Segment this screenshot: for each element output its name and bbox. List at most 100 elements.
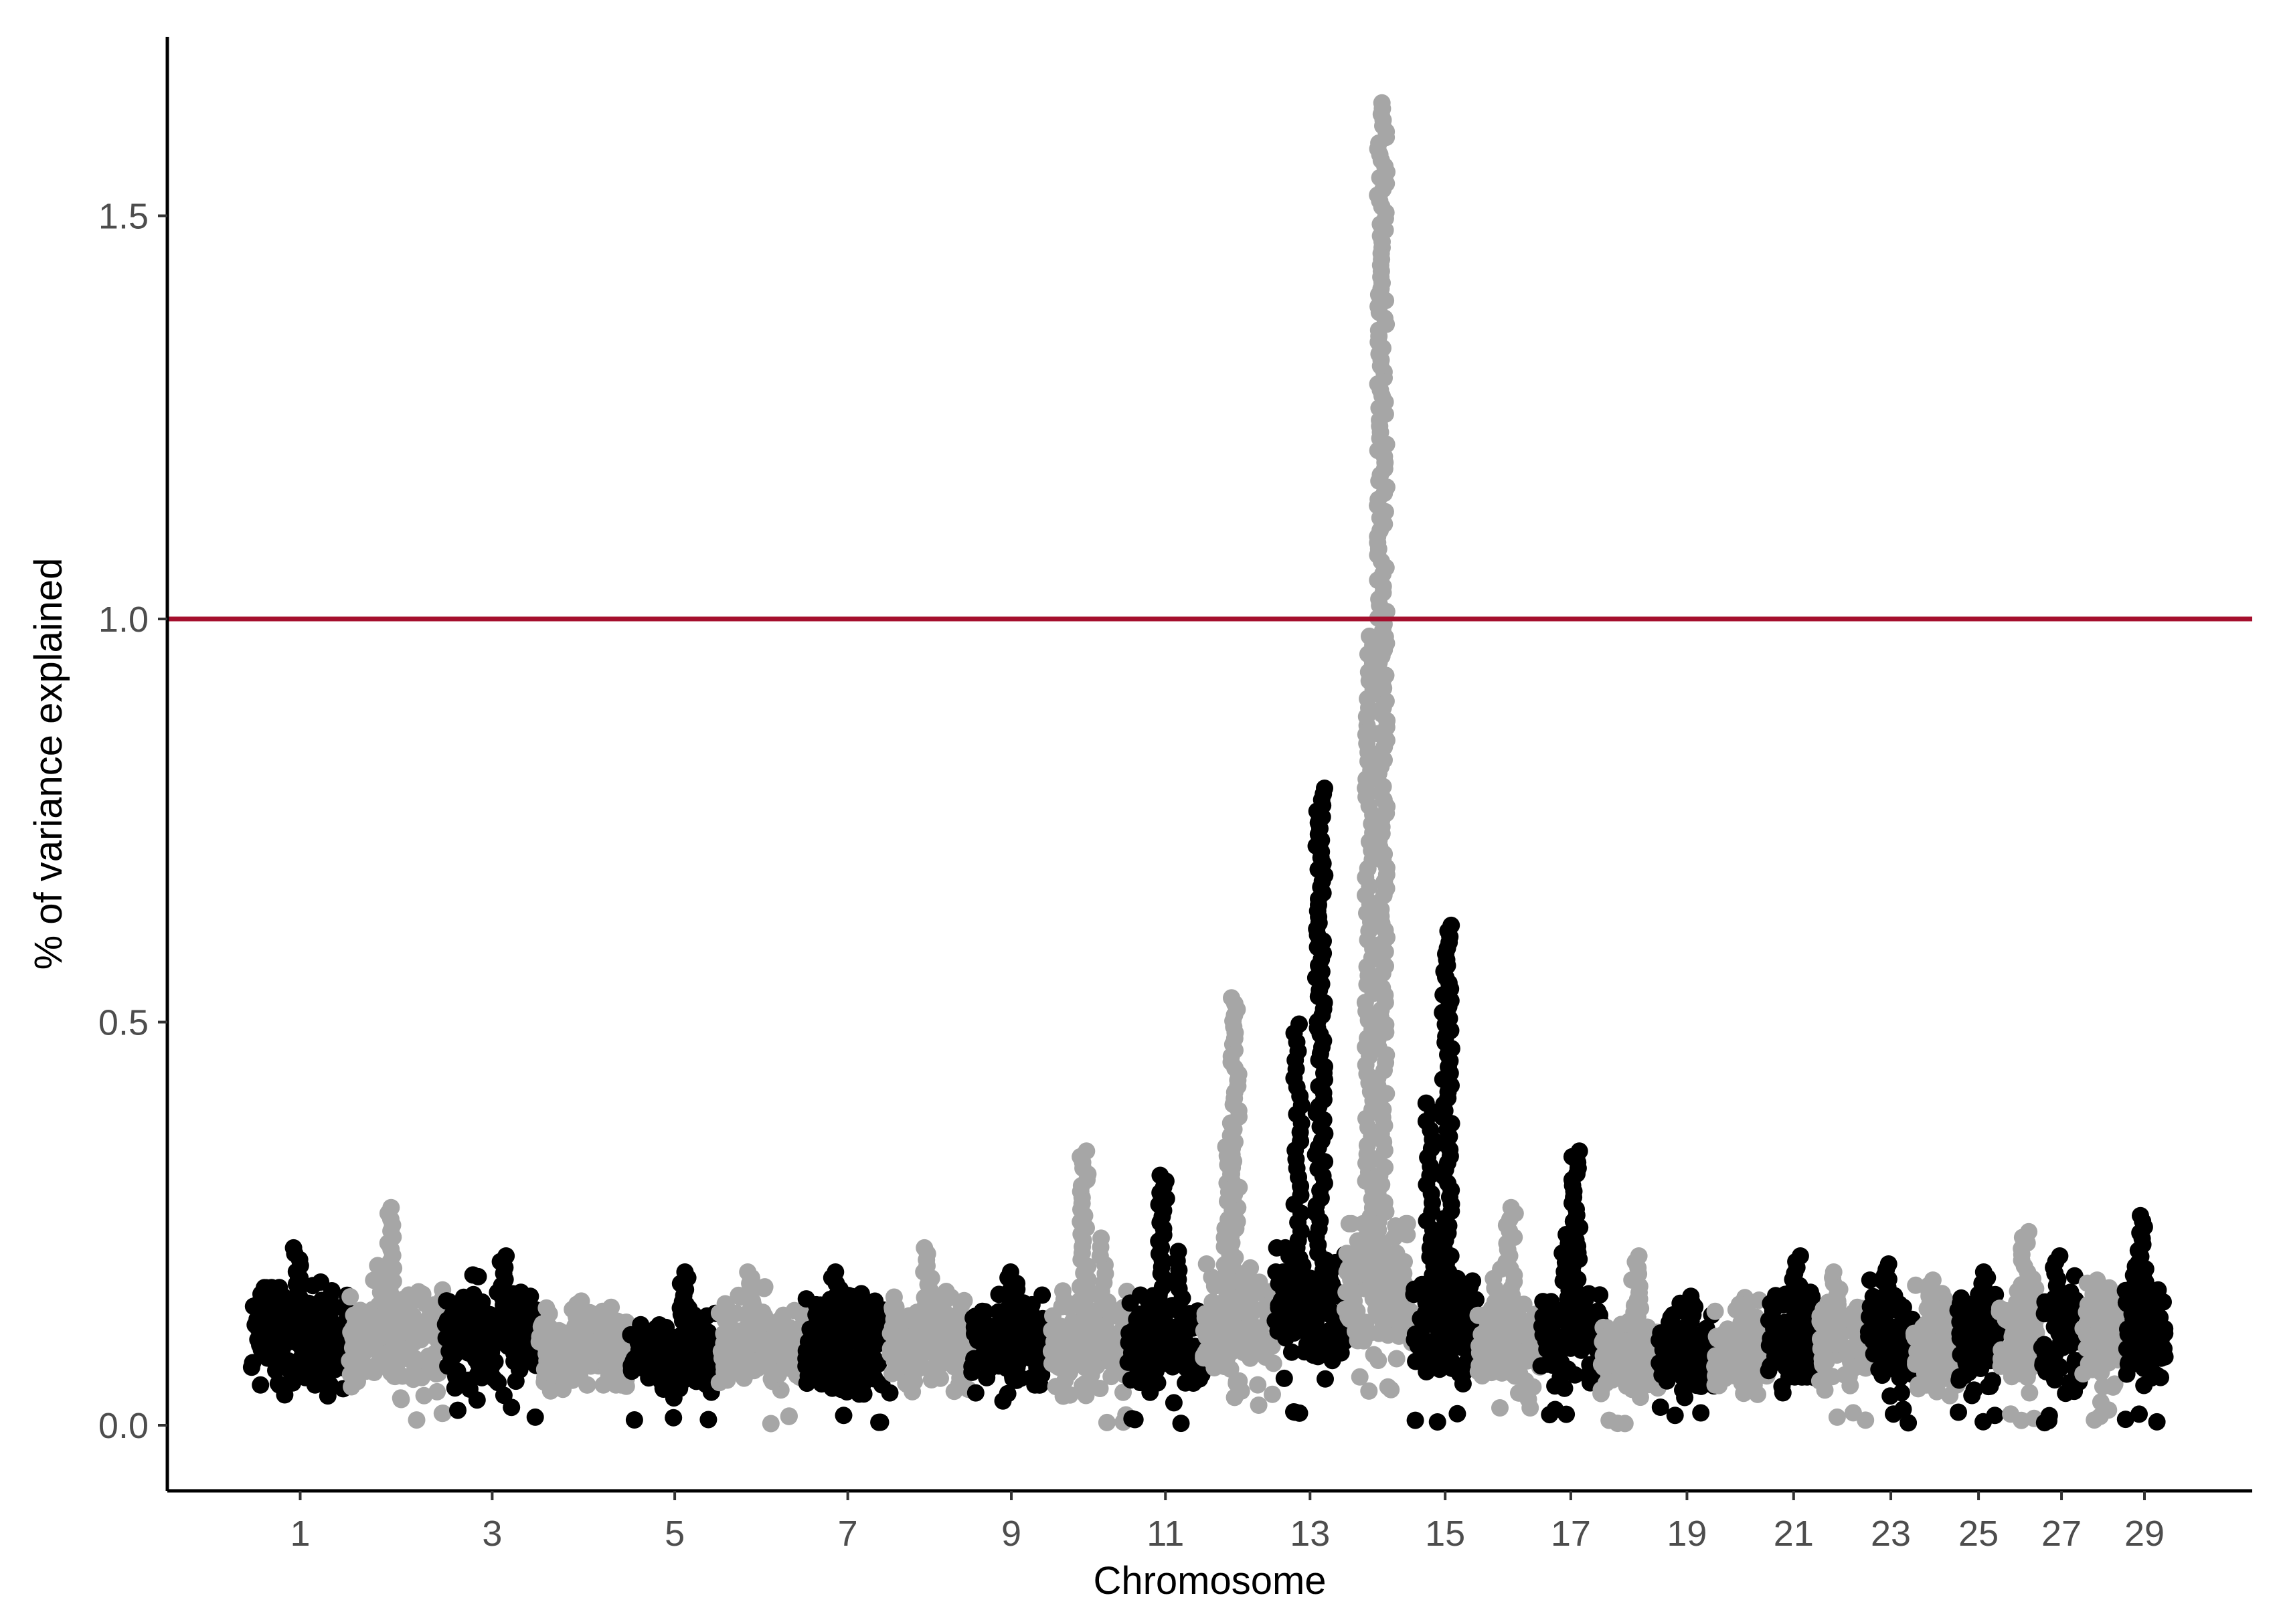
data-point [369, 1257, 387, 1275]
data-point [602, 1298, 620, 1316]
data-point [1365, 1346, 1383, 1364]
data-point [617, 1377, 635, 1395]
data-point [503, 1399, 521, 1417]
data-point [301, 1339, 319, 1357]
data-point [1618, 1368, 1636, 1386]
data-point [762, 1415, 780, 1433]
data-point [1405, 1285, 1423, 1303]
data-point [723, 1344, 741, 1361]
data-point [2079, 1340, 2097, 1358]
x-axis-ticks: 1 3 5 7 9 11 13 15 17 19 21 23 25 27 29 [290, 1491, 2165, 1554]
data-point [1239, 1336, 1256, 1354]
data-point [1892, 1384, 1910, 1402]
data-point [916, 1239, 934, 1257]
data-point [437, 1329, 455, 1347]
data-point [398, 1296, 416, 1314]
data-point [1253, 1342, 1271, 1360]
data-point [382, 1198, 400, 1216]
data-point [1534, 1326, 1552, 1344]
data-point [421, 1301, 439, 1318]
data-point [2116, 1411, 2134, 1429]
data-point [1114, 1383, 1132, 1401]
data-point [1217, 1138, 1235, 1156]
data-point [1580, 1369, 1598, 1387]
data-point [770, 1365, 788, 1383]
data-point [1706, 1302, 1724, 1320]
data-point [594, 1376, 612, 1394]
data-point [676, 1263, 694, 1281]
data-point [321, 1288, 339, 1306]
data-point [973, 1316, 991, 1334]
data-point [999, 1384, 1017, 1403]
data-point [1907, 1276, 1925, 1294]
x-tick-label: 19 [1667, 1514, 1707, 1554]
data-point [1119, 1353, 1137, 1371]
data-point [1502, 1198, 1520, 1216]
data-point [1935, 1360, 1953, 1378]
data-point [1406, 1411, 1424, 1429]
x-tick-label: 25 [1958, 1514, 1999, 1554]
data-point [1675, 1370, 1693, 1387]
data-point [927, 1346, 944, 1364]
chromosome-18-points [1592, 1247, 1668, 1433]
data-point [816, 1355, 834, 1373]
data-point [345, 1354, 363, 1372]
data-point [1341, 1310, 1359, 1328]
data-point [512, 1283, 530, 1301]
chromosome-4-points [530, 1292, 638, 1400]
data-point [885, 1288, 903, 1306]
data-point [539, 1359, 558, 1377]
data-point [671, 1380, 689, 1397]
data-point [1993, 1350, 2010, 1368]
data-point [415, 1386, 433, 1405]
data-point [434, 1405, 452, 1422]
data-point [258, 1279, 275, 1297]
data-point [1802, 1283, 1819, 1301]
data-point [1081, 1352, 1098, 1370]
data-point [1828, 1408, 1846, 1426]
data-point [1351, 1368, 1369, 1386]
data-point [2093, 1297, 2111, 1315]
data-point [1197, 1255, 1215, 1273]
x-axis-title: Chromosome [1093, 1559, 1326, 1603]
data-point [1317, 1370, 1334, 1388]
data-point [767, 1332, 785, 1350]
data-point [1340, 1214, 1358, 1233]
data-point [1444, 1334, 1462, 1352]
data-point [1865, 1345, 1883, 1363]
data-point [1983, 1372, 2001, 1390]
data-point [2091, 1407, 2109, 1425]
data-point [2104, 1378, 2122, 1396]
data-point [1592, 1381, 1610, 1399]
data-point [1390, 1327, 1408, 1345]
data-point [858, 1308, 876, 1326]
chromosome-15-points [1405, 916, 1487, 1431]
data-point [744, 1295, 762, 1314]
data-point [1745, 1317, 1763, 1335]
data-point [978, 1368, 996, 1386]
x-tick-label: 9 [1001, 1514, 1021, 1554]
y-axis-ticks: 0.0 0.5 1.0 1.5 [98, 197, 167, 1446]
data-point [317, 1370, 335, 1388]
data-point [1570, 1142, 1588, 1160]
data-point [1894, 1401, 1912, 1419]
data-point [1047, 1378, 1065, 1396]
data-point [1924, 1271, 1942, 1289]
data-point [1890, 1295, 1908, 1313]
data-point [2088, 1271, 2106, 1289]
data-point [1825, 1263, 1843, 1281]
data-point [855, 1385, 873, 1403]
data-point [2152, 1368, 2169, 1386]
data-point [2000, 1305, 2018, 1323]
data-point [1813, 1354, 1831, 1372]
x-tick-label: 5 [665, 1514, 685, 1554]
data-point [1242, 1305, 1260, 1324]
data-point [1374, 1314, 1392, 1332]
data-point [1197, 1328, 1215, 1346]
data-point [369, 1354, 387, 1372]
x-tick-label: 17 [1551, 1514, 1591, 1554]
data-point [885, 1352, 904, 1370]
data-point [966, 1384, 985, 1402]
data-point [1078, 1142, 1096, 1160]
